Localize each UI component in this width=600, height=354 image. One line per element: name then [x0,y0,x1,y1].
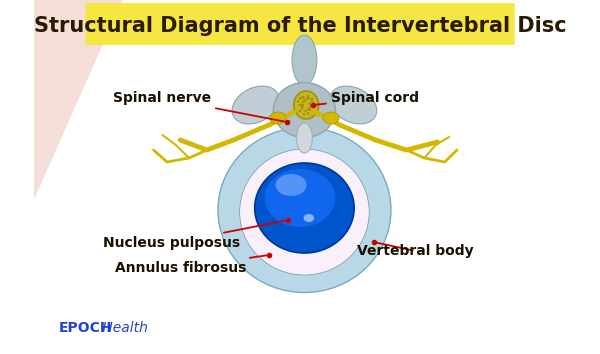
Ellipse shape [247,154,362,266]
Ellipse shape [251,159,357,262]
Ellipse shape [302,104,304,107]
Ellipse shape [306,97,308,100]
Ellipse shape [270,112,286,124]
Ellipse shape [255,163,354,253]
Text: Vertebral body: Vertebral body [357,242,473,258]
Ellipse shape [236,145,373,275]
Ellipse shape [241,149,368,270]
Ellipse shape [304,109,307,112]
Text: Health: Health [98,321,148,335]
Text: Annulus fibrosus: Annulus fibrosus [115,255,266,275]
Ellipse shape [239,149,369,275]
Polygon shape [34,0,122,200]
Ellipse shape [298,104,301,106]
Ellipse shape [232,86,279,124]
Ellipse shape [255,164,353,260]
Ellipse shape [258,167,350,257]
Ellipse shape [310,98,312,100]
Ellipse shape [300,104,302,107]
Ellipse shape [262,170,347,254]
Ellipse shape [239,148,370,272]
Ellipse shape [311,98,313,101]
Ellipse shape [307,95,309,97]
Ellipse shape [323,112,339,124]
Ellipse shape [307,97,310,99]
Ellipse shape [303,99,305,102]
Ellipse shape [311,101,313,103]
Ellipse shape [304,214,314,222]
Ellipse shape [303,113,305,115]
Ellipse shape [243,152,366,272]
Text: Nucleus pulposus: Nucleus pulposus [103,221,286,250]
Ellipse shape [238,147,371,274]
Ellipse shape [249,158,360,266]
Ellipse shape [299,110,301,112]
Ellipse shape [309,106,311,108]
Ellipse shape [297,100,299,103]
Ellipse shape [301,104,304,107]
Ellipse shape [304,99,306,102]
Ellipse shape [301,107,303,109]
Ellipse shape [302,96,304,98]
Ellipse shape [307,108,309,110]
Text: Spinal nerve: Spinal nerve [113,91,284,121]
Ellipse shape [301,101,304,104]
Ellipse shape [299,97,301,99]
Ellipse shape [250,157,359,263]
Ellipse shape [302,104,304,107]
Text: EPOCH: EPOCH [59,321,112,335]
Text: Spinal cord: Spinal cord [316,91,419,105]
Ellipse shape [330,86,377,124]
Ellipse shape [307,97,309,100]
Ellipse shape [309,108,311,111]
Ellipse shape [296,123,313,153]
Text: Structural Diagram of the Intervertebral Disc: Structural Diagram of the Intervertebral… [34,16,566,36]
Ellipse shape [218,127,391,292]
Ellipse shape [299,97,302,100]
Ellipse shape [265,169,335,227]
Ellipse shape [292,35,317,85]
FancyBboxPatch shape [85,3,515,45]
Ellipse shape [308,103,311,105]
Ellipse shape [252,161,357,263]
Ellipse shape [245,153,364,268]
Ellipse shape [274,82,335,137]
Ellipse shape [246,155,363,269]
Ellipse shape [294,91,319,119]
Ellipse shape [275,174,307,196]
Ellipse shape [307,112,309,115]
Ellipse shape [243,151,366,269]
Ellipse shape [248,155,361,264]
Ellipse shape [302,96,305,98]
